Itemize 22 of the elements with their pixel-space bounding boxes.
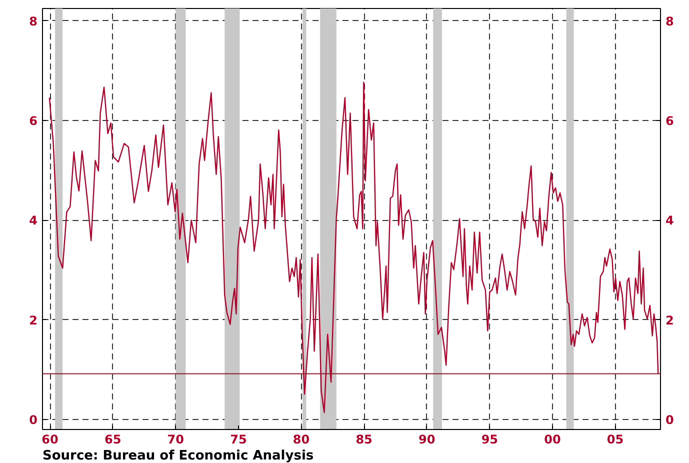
source-note: Source: Bureau of Economic Analysis bbox=[42, 448, 314, 463]
y-tick-label: 4 bbox=[29, 214, 38, 228]
y2-tick-label: 4 bbox=[666, 214, 674, 228]
y2-tick-label: 2 bbox=[666, 313, 674, 328]
line-series bbox=[48, 82, 659, 414]
y2-tick-label: 6 bbox=[666, 114, 674, 128]
y2-tick-label: 0 bbox=[666, 413, 674, 428]
x-tick-label: 05 bbox=[606, 432, 624, 446]
x-tick-label: 60 bbox=[42, 432, 58, 446]
x-tick-label: 70 bbox=[167, 432, 184, 446]
y-tick-label: 2 bbox=[29, 313, 38, 328]
x-tick-label: 65 bbox=[104, 432, 122, 446]
x-tick-label: 00 bbox=[544, 432, 561, 446]
x-tick-label: 75 bbox=[230, 432, 247, 446]
x-tick-label: 80 bbox=[292, 432, 310, 446]
y-tick-label: 8 bbox=[29, 14, 38, 28]
x-tick-label: 95 bbox=[481, 432, 498, 446]
y-tick-label: 6 bbox=[29, 114, 38, 128]
y-tick-label: 0 bbox=[29, 413, 38, 428]
x-tick-label: 90 bbox=[418, 432, 436, 446]
x-tick-label: 85 bbox=[356, 432, 372, 446]
y2-tick-label: 8 bbox=[666, 14, 674, 28]
